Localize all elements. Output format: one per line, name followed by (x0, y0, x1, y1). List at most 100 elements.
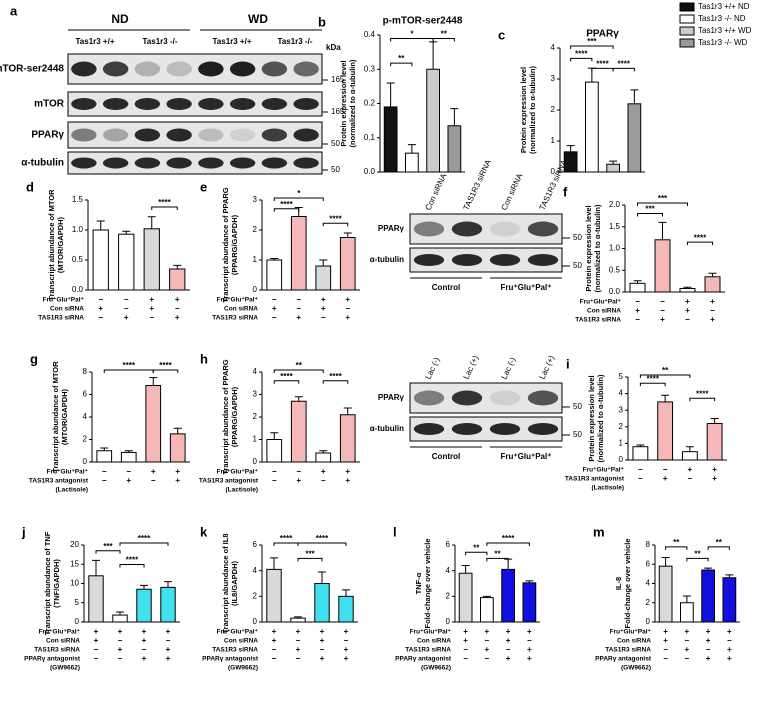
bar (96, 450, 113, 463)
condition-sign: − (321, 476, 326, 485)
error-bar (343, 407, 352, 415)
significance-label: **** (280, 372, 293, 381)
condition-sign: + (175, 467, 180, 476)
blot-band (71, 157, 97, 169)
marker-label: 50 (573, 430, 582, 439)
y-tick-label: 4 (83, 412, 88, 421)
bar (339, 414, 356, 463)
bar (290, 216, 307, 291)
row-label: α-tubulin (21, 158, 64, 169)
bar (160, 586, 176, 623)
significance-label: **** (575, 50, 588, 59)
condition-sign: − (663, 654, 668, 663)
condition-sign: − (142, 645, 147, 654)
condition-label: TAS1R3 antagonist (29, 478, 89, 485)
error-bar (710, 418, 719, 424)
legend-label: Tas1r3 -/- WD (698, 38, 748, 47)
y-axis-label: Transcript abundance of PPARG (221, 187, 230, 302)
condition-sign: − (102, 467, 107, 476)
significance-label: **** (126, 556, 139, 565)
condition-sign: + (166, 627, 171, 636)
blot-band (198, 128, 224, 142)
bar (143, 228, 160, 291)
bar (290, 400, 307, 463)
significance-label: ** (662, 366, 669, 375)
y-tick-label: 0.5 (609, 265, 621, 274)
condition-sign: − (345, 304, 350, 313)
condition-sign: − (635, 297, 640, 306)
y-axis-label: (MTOR/GAPDH) (56, 216, 65, 273)
y-tick-label: 2 (253, 412, 258, 421)
significance-label: * (297, 189, 301, 198)
condition-sign: − (321, 313, 326, 322)
bar (266, 259, 283, 291)
condition-sign: − (663, 645, 668, 654)
significance-bracket (152, 369, 179, 373)
condition-sign: − (527, 636, 532, 645)
bar (405, 152, 419, 173)
y-tick-label: 2 (446, 591, 451, 600)
condition-sign: + (727, 654, 732, 663)
condition-sign: − (98, 313, 103, 322)
condition-sublabel: (Lactisole) (591, 485, 624, 492)
condition-sign: − (272, 645, 277, 654)
condition-sign: − (94, 645, 99, 654)
condition-sign: + (296, 476, 301, 485)
blot-band (166, 61, 192, 77)
significance-bracket (687, 241, 713, 246)
panel-label: j (21, 524, 26, 539)
condition-sign: − (660, 297, 665, 306)
condition-sign: + (272, 636, 277, 645)
condition-sign: + (175, 313, 180, 322)
error-bar (661, 394, 670, 402)
blot-band (71, 98, 97, 110)
significance-label: ** (716, 538, 723, 547)
panel-label: h (200, 351, 208, 366)
y-axis-label: Fold-change over vehicle (623, 538, 632, 628)
condition-label: Con siRNA (50, 306, 84, 313)
condition-sign: + (527, 654, 532, 663)
y-tick-label: 4 (619, 389, 624, 398)
condition-sign: − (272, 313, 277, 322)
condition-sign: + (149, 304, 154, 313)
bar (563, 151, 578, 173)
marker-label: 50 (573, 233, 582, 242)
significance-label: ** (473, 543, 480, 552)
error-bar (173, 264, 182, 269)
condition-label: Fru⁺Glu⁺Pal⁺ (217, 629, 259, 636)
condition-sign: − (166, 636, 171, 645)
significance-label: ** (673, 538, 680, 547)
condition-label: Fru⁺Glu⁺Pal⁺ (410, 629, 452, 636)
significance-bracket (570, 57, 593, 62)
condition-sign: + (727, 645, 732, 654)
error-bar (482, 595, 491, 598)
significance-label: *** (658, 194, 668, 203)
error-bar (164, 581, 172, 588)
y-tick-label: 2 (619, 422, 624, 431)
error-bar (147, 216, 156, 229)
y-tick-label: 6 (446, 540, 451, 549)
error-bar (630, 89, 639, 104)
y-tick-label: 0.3 (364, 64, 376, 73)
y-tick-label: 1 (551, 136, 556, 145)
blot-band (102, 61, 129, 77)
blot-band (293, 98, 319, 110)
condition-label: TAS1R3 siRNA (34, 647, 80, 654)
bar (338, 595, 354, 623)
significance-bracket (689, 397, 716, 402)
marker-label: 165 (331, 107, 345, 116)
y-tick-label: 15 (70, 559, 79, 568)
error-bar (708, 272, 717, 277)
condition-sign: − (344, 636, 349, 645)
blot-band (134, 128, 161, 142)
y-tick-label: 0 (551, 167, 556, 176)
significance-bracket (637, 212, 663, 217)
condition-sign: + (166, 645, 171, 654)
significance-bracket (273, 380, 300, 384)
y-tick-label: 0.0 (72, 285, 84, 294)
condition-label: Con siRNA (617, 638, 651, 645)
significance-label: **** (316, 534, 329, 543)
significance-label: *** (587, 37, 597, 46)
y-axis-label: Protein expression level (587, 375, 596, 461)
significance-label: ** (694, 550, 701, 559)
